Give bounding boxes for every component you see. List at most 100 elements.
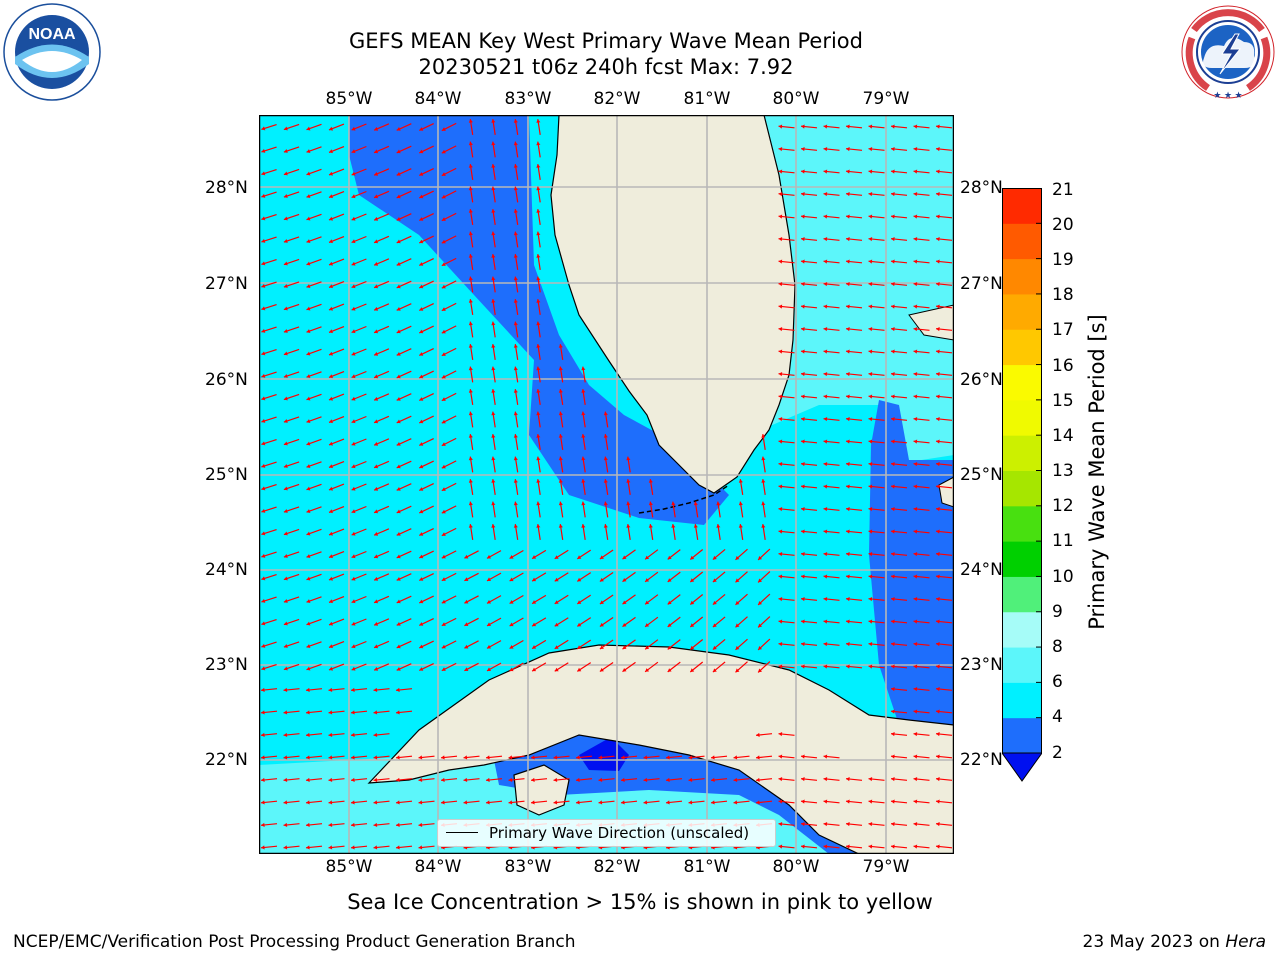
wave-direction-arrowhead	[419, 667, 424, 671]
wave-direction-arrowhead	[936, 169, 940, 174]
wave-direction-arrowhead	[509, 622, 514, 627]
wave-direction-arrowhead	[374, 509, 379, 514]
wave-direction-arrowhead	[261, 351, 266, 356]
wave-direction-arrowhead	[513, 141, 518, 146]
wave-direction-arrowhead	[761, 434, 766, 438]
wave-direction-arrowhead	[622, 578, 627, 582]
wave-direction-arrowhead	[690, 623, 695, 627]
wave-direction-arrowhead	[846, 282, 850, 287]
wave-direction-arrowhead	[846, 259, 850, 264]
wave-direction-arrowhead	[558, 389, 563, 393]
wave-direction-arrowhead	[329, 329, 333, 334]
wave-direction-arrowhead	[487, 644, 491, 649]
wave-direction-arrowhead	[329, 126, 333, 131]
wave-direction-arrowhead	[891, 462, 895, 467]
wave-direction-arrowhead	[283, 306, 288, 311]
footer-date: 23 May 2023 on Hera	[1083, 932, 1267, 952]
colorbar-segment	[1002, 223, 1042, 260]
wave-direction-arrowhead	[441, 464, 446, 469]
wave-direction-arrowhead	[735, 578, 740, 583]
wave-direction-arrowhead	[868, 619, 873, 624]
wave-direction-arrowhead	[846, 822, 850, 827]
wave-direction-arrowhead	[491, 366, 496, 371]
wave-direction-arrowhead	[468, 164, 473, 168]
wave-direction-arrowhead	[801, 439, 805, 444]
wave-direction-arrowhead	[671, 524, 676, 528]
wave-direction-arrowhead	[328, 845, 333, 850]
wave-direction-arrowhead	[329, 306, 333, 311]
wave-direction-arrowhead	[801, 394, 805, 399]
wave-direction-arrowhead	[622, 600, 627, 605]
legend-label: Primary Wave Direction (unscaled)	[489, 824, 750, 842]
wave-direction-arrowhead	[936, 822, 940, 827]
wave-direction-arrowhead	[374, 599, 379, 604]
wave-direction-arrowhead	[801, 417, 805, 422]
wave-direction-arrowhead	[468, 389, 473, 393]
wave-direction-arrowhead	[823, 439, 828, 444]
wave-direction-arrowhead	[491, 524, 496, 528]
wave-direction-arrowhead	[261, 328, 266, 333]
wave-direction-arrowhead	[441, 554, 446, 559]
wave-direction-arrowhead	[329, 351, 333, 356]
wave-direction-arrowhead	[778, 192, 783, 197]
wave-direction-arrowhead	[486, 755, 490, 760]
wave-direction-arrowhead	[823, 169, 828, 174]
wave-direction-arrowhead	[396, 755, 400, 760]
wave-direction-arrowhead	[374, 486, 379, 491]
lat-tick-right: 27°N	[960, 274, 1003, 294]
wave-direction-arrowhead	[491, 411, 496, 416]
wave-direction-arrowhead	[690, 555, 695, 560]
wave-direction-arrowhead	[891, 732, 895, 737]
florida-keys	[638, 484, 730, 514]
wave-direction-arrowhead	[396, 284, 401, 289]
wave-direction-arrowhead	[306, 554, 311, 558]
wave-direction-arrowhead	[509, 667, 514, 672]
wave-direction-arrowhead	[419, 284, 424, 289]
wave-direction-arrowhead	[351, 396, 356, 401]
wave-direction-arrowhead	[778, 597, 783, 602]
wave-direction-arrowhead	[306, 644, 311, 648]
wave-direction-arrowhead	[464, 644, 469, 649]
wave-direction-arrowhead	[351, 486, 356, 491]
wave-direction-arrowhead	[801, 552, 805, 557]
wave-direction-arrowhead	[513, 119, 518, 123]
wave-direction-arrowhead	[283, 171, 288, 176]
wave-direction-arrowhead	[868, 259, 873, 264]
wave-direction-arrowhead	[648, 524, 653, 528]
wave-direction-arrowhead	[261, 576, 266, 581]
colorbar-segment	[1002, 541, 1042, 577]
wave-direction-arrowhead	[778, 732, 783, 737]
wave-direction-arrowhead	[626, 456, 631, 461]
wave-direction-arrowhead	[778, 394, 783, 399]
wave-direction-arrowhead	[823, 777, 828, 782]
wave-direction-arrowhead	[468, 501, 473, 506]
wave-direction-arrowhead	[581, 389, 586, 393]
wave-direction-arrowhead	[329, 194, 333, 199]
lon-tick-top: 81°W	[683, 89, 731, 109]
wave-direction-arrowhead	[868, 304, 873, 309]
wave-direction-arrowhead	[868, 664, 873, 669]
wave-direction-arrowhead	[468, 186, 473, 191]
wave-direction-arrowhead	[868, 552, 873, 557]
wave-direction-arrowhead	[778, 327, 783, 332]
wave-direction-arrowhead	[936, 642, 940, 647]
wave-direction-arrowhead	[306, 216, 311, 221]
wave-direction-arrowhead	[891, 124, 895, 129]
colorbar-segment	[1002, 364, 1042, 401]
wave-direction-arrowhead	[463, 777, 468, 782]
wave-direction-arrowhead	[306, 509, 311, 513]
wave-direction-arrowhead	[396, 262, 401, 266]
wave-direction-arrowhead	[419, 464, 424, 469]
colorbar-tick: 4	[1052, 707, 1063, 727]
wave-direction-arrowhead	[913, 169, 918, 174]
wave-direction-arrowhead	[891, 844, 895, 849]
wave-direction-arrowhead	[577, 555, 582, 559]
wave-direction-arrowhead	[645, 645, 650, 650]
wave-direction-arrowhead	[778, 124, 783, 129]
wave-direction-arrowhead	[598, 777, 603, 782]
wave-direction-arrowhead	[374, 216, 379, 221]
wave-direction-arrowhead	[801, 597, 805, 602]
wave-direction-arrowhead	[351, 239, 356, 244]
wave-direction-arrowhead	[283, 351, 288, 356]
footer-branch: NCEP/EMC/Verification Post Processing Pr…	[13, 932, 576, 952]
